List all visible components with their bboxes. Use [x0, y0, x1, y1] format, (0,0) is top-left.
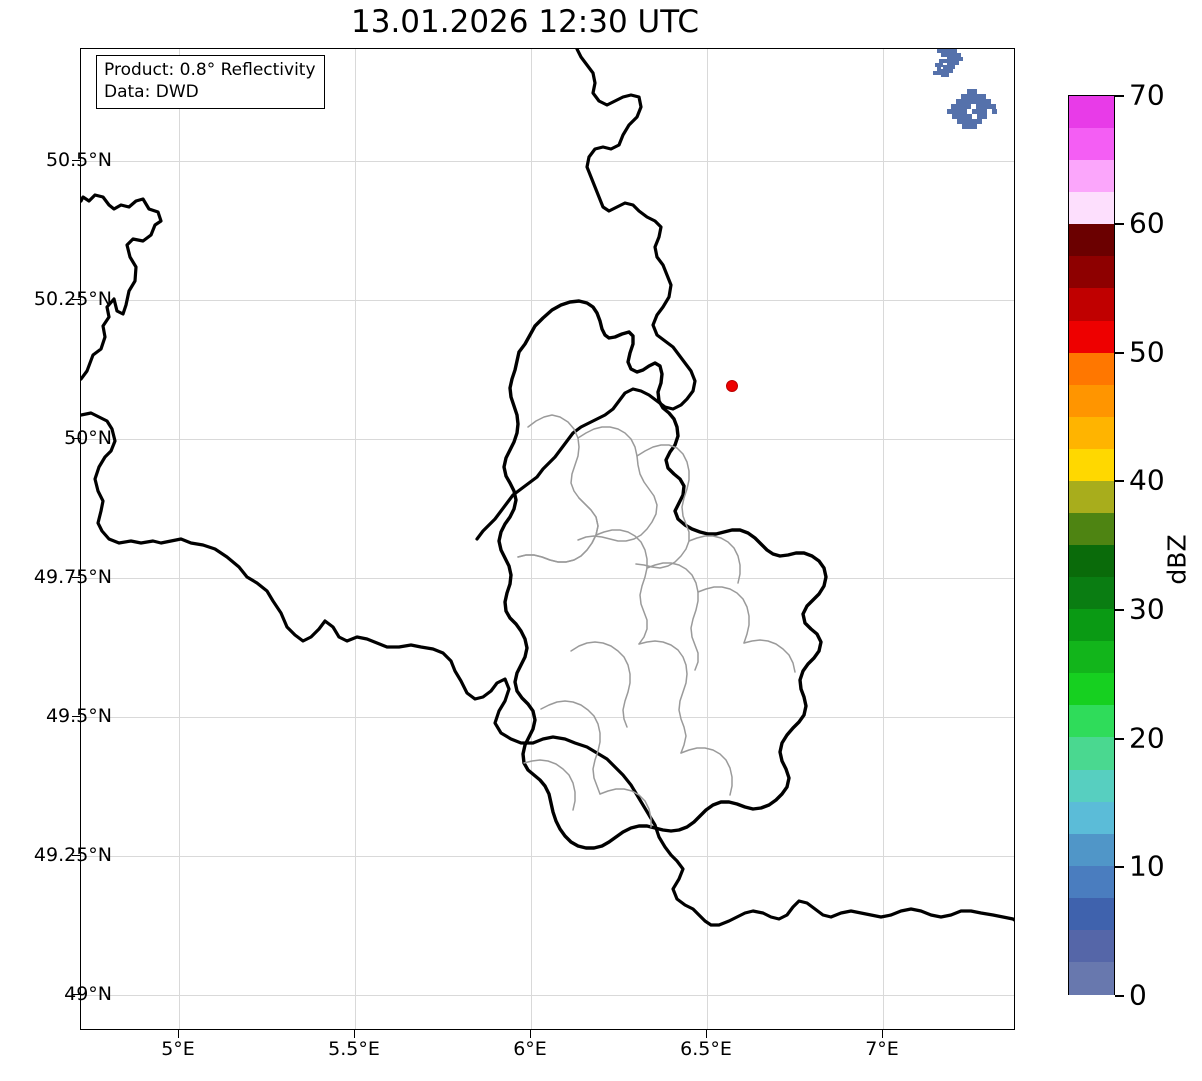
district-borders	[517, 414, 796, 828]
ytick-mark	[72, 299, 80, 301]
ytick-mark	[72, 160, 80, 162]
colorbar-band	[1069, 160, 1114, 193]
ytick-label: 49°N	[64, 983, 112, 1005]
colorbar-band	[1069, 545, 1114, 578]
colorbar-band	[1069, 384, 1114, 418]
colorbar-band	[1069, 929, 1114, 963]
colorbar-tick-mark	[1115, 738, 1124, 740]
colorbar-tick-mark	[1115, 223, 1124, 225]
colorbar-band	[1069, 288, 1114, 322]
xtick-mark	[882, 1030, 884, 1038]
colorbar-band	[1069, 577, 1114, 610]
colorbar-band	[1069, 448, 1114, 482]
ytick-mark	[72, 438, 80, 440]
colorbar-tick-label: 10	[1129, 849, 1165, 883]
xtick-mark	[178, 1030, 180, 1038]
colorbar-band	[1069, 192, 1114, 225]
ytick-label: 50°N	[64, 427, 112, 449]
colorbar-band	[1069, 737, 1114, 771]
colorbar-band	[1069, 128, 1114, 161]
colorbar-tick-mark	[1115, 866, 1124, 868]
luxembourg-border	[497, 299, 828, 850]
radar-echo-cluster-upper	[933, 49, 963, 77]
colorbar-tick-mark	[1115, 352, 1124, 354]
ytick-mark	[72, 855, 80, 857]
colorbar-band	[1069, 641, 1114, 674]
radar-echo-layer	[933, 49, 997, 129]
colorbar-band	[1069, 961, 1114, 995]
gridline-horizontal	[81, 578, 1014, 579]
colorbar-band	[1069, 224, 1114, 257]
gridline-horizontal	[81, 300, 1014, 301]
xtick-mark	[706, 1030, 708, 1038]
colorbar-band	[1069, 673, 1114, 706]
country-border-north	[475, 49, 697, 541]
gridline-vertical	[355, 49, 356, 1029]
gridline-vertical	[531, 49, 532, 1029]
xtick-label: 6°E	[513, 1038, 547, 1060]
xtick-label: 7°E	[865, 1038, 899, 1060]
gridline-horizontal	[81, 161, 1014, 162]
product-line: Product: 0.8° Reflectivity	[104, 60, 316, 80]
colorbar-tick-mark	[1115, 609, 1124, 611]
colorbar-band	[1069, 801, 1114, 835]
gridline-horizontal	[81, 995, 1014, 996]
country-border-west	[81, 193, 1014, 927]
radar-site-marker[interactable]	[726, 380, 738, 392]
gridline-horizontal	[81, 717, 1014, 718]
colorbar-tick-label: 50	[1129, 335, 1165, 369]
xtick-label: 6.5°E	[680, 1038, 732, 1060]
gridline-vertical	[707, 49, 708, 1029]
colorbar-band	[1069, 480, 1114, 514]
map-plot-area[interactable]	[80, 48, 1015, 1030]
colorbar-band	[1069, 833, 1114, 867]
colorbar-band	[1069, 769, 1114, 803]
map-borders-layer	[81, 49, 1014, 927]
colorbar-band	[1069, 512, 1114, 546]
colorbar[interactable]	[1068, 95, 1115, 995]
product-info-box: Product: 0.8° Reflectivity Data: DWD	[96, 55, 325, 110]
colorbar-band	[1069, 96, 1114, 129]
xtick-mark	[354, 1030, 356, 1038]
colorbar-tick-label: 70	[1129, 78, 1165, 112]
ytick-mark	[72, 716, 80, 718]
xtick-mark	[530, 1030, 532, 1038]
gridline-vertical	[883, 49, 884, 1029]
colorbar-tick-label: 20	[1129, 721, 1165, 755]
gridline-horizontal	[81, 439, 1014, 440]
data-source-line: Data: DWD	[104, 81, 199, 102]
colorbar-tick-label: 0	[1129, 978, 1147, 1012]
ytick-mark	[72, 994, 80, 996]
colorbar-tick-label: 30	[1129, 592, 1165, 626]
colorbar-tick-mark	[1115, 995, 1124, 997]
colorbar-band	[1069, 865, 1114, 899]
xtick-label: 5°E	[161, 1038, 195, 1060]
colorbar-tick-mark	[1115, 95, 1124, 97]
colorbar-band	[1069, 320, 1114, 354]
gridline-horizontal	[81, 856, 1014, 857]
colorbar-band	[1069, 352, 1114, 386]
page-title: 13.01.2026 12:30 UTC	[351, 4, 699, 40]
colorbar-band	[1069, 897, 1114, 931]
colorbar-tick-mark	[1115, 480, 1124, 482]
colorbar-tick-label: 60	[1129, 206, 1165, 240]
xtick-label: 5.5°E	[328, 1038, 380, 1060]
colorbar-band	[1069, 609, 1114, 642]
colorbar-axis-label: dBZ	[1162, 534, 1192, 585]
radar-echo-cluster-lower	[947, 89, 997, 129]
colorbar-band	[1069, 256, 1114, 289]
colorbar-band	[1069, 416, 1114, 450]
colorbar-tick-label: 40	[1129, 463, 1165, 497]
ytick-mark	[72, 577, 80, 579]
colorbar-band	[1069, 705, 1114, 738]
